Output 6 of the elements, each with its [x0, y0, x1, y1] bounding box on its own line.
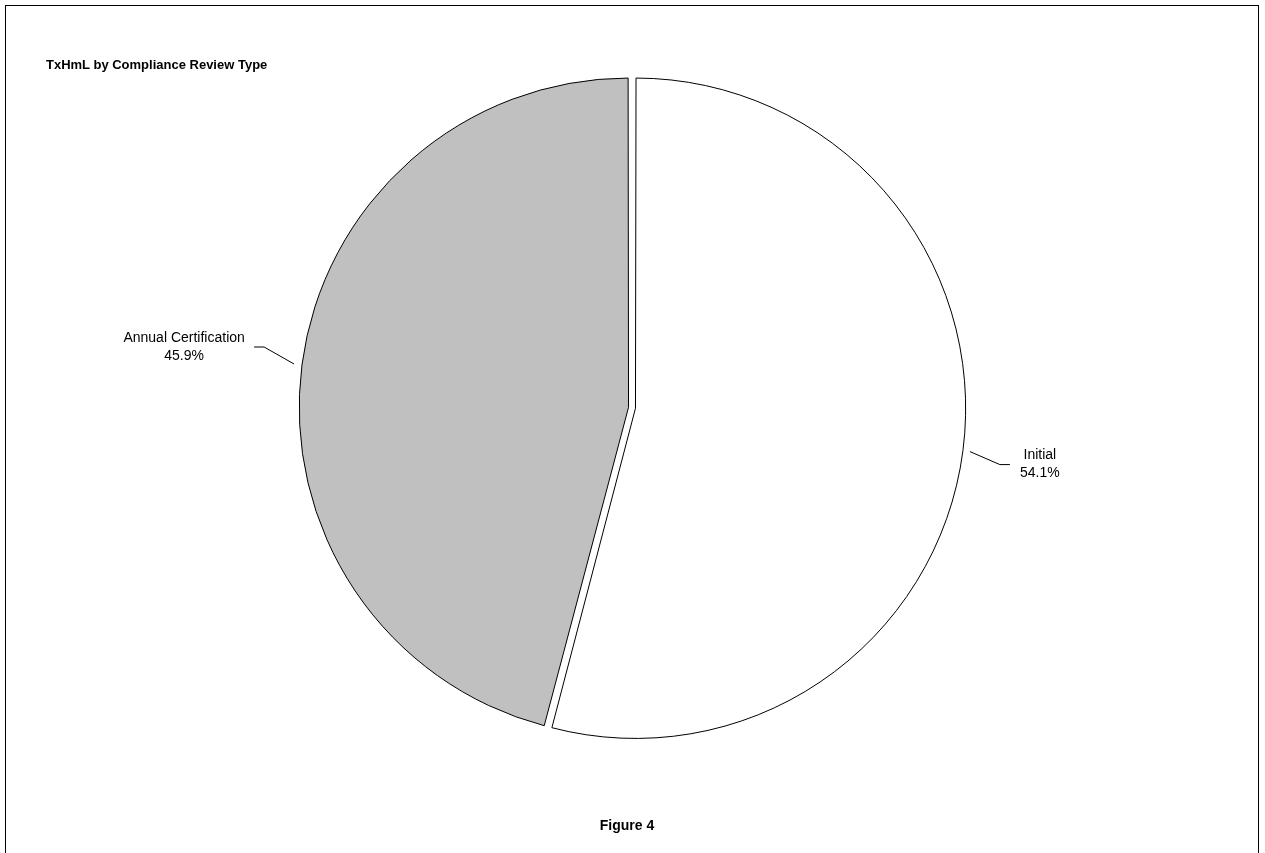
slice-label: Annual Certification [123, 328, 245, 345]
chart-title: TxHmL by Compliance Review Type [46, 57, 268, 73]
caption: Figure 4 [599, 816, 655, 833]
data-label: 54.1% [1020, 464, 1060, 481]
slice-label: Initial [1023, 446, 1057, 463]
data-label: 45.9% [164, 346, 204, 363]
